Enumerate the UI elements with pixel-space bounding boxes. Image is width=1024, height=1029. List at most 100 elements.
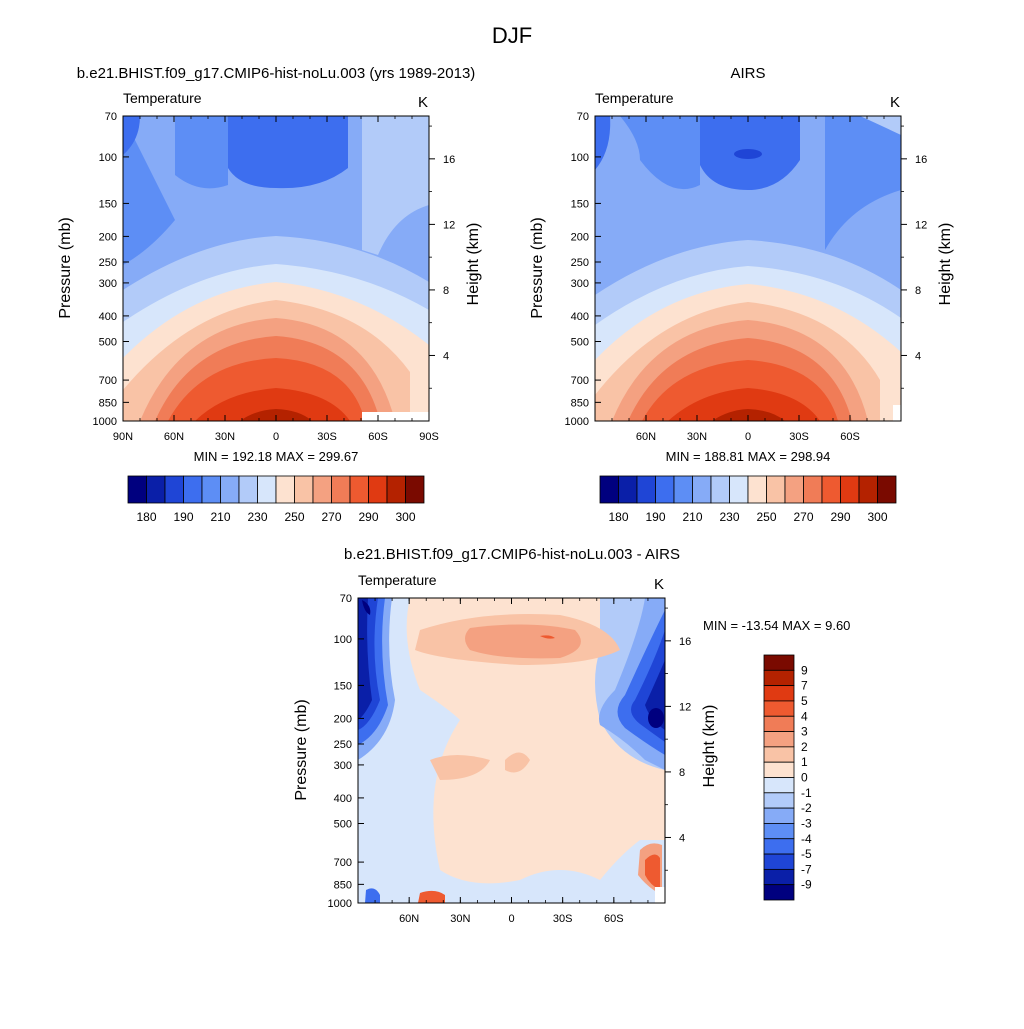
panel-diff-colorbar-label: -9 bbox=[801, 878, 812, 892]
panel-model-y-tick-label: 100 bbox=[99, 152, 117, 164]
panel-model-x-tick-label: 30N bbox=[215, 431, 235, 443]
panel-airs-colorbar-swatch bbox=[784, 475, 804, 504]
panel-diff-colorbar-label: -7 bbox=[801, 862, 812, 876]
panel-model-colorbar: 180 190 210 230 250 270 290 300 bbox=[127, 475, 425, 524]
panel-diff-y-tick-label: 70 bbox=[340, 593, 352, 605]
panel-model-y2-tick-label: 16 bbox=[443, 154, 455, 166]
panel-diff-colorbar-label: -5 bbox=[801, 847, 812, 861]
panel-diff-colorbar-label: 5 bbox=[801, 694, 808, 708]
panel-diff-colorbar-swatch bbox=[763, 853, 795, 870]
panel-model-min-max: MIN = 192.18 MAX = 299.67 bbox=[194, 449, 359, 464]
panel-airs-colorbar-swatch bbox=[877, 475, 897, 504]
panel-model-y2-tick-label: 4 bbox=[443, 350, 449, 362]
panel-airs-y-tick-label: 200 bbox=[571, 231, 589, 243]
panel-model-x-tick-label: 30S bbox=[317, 431, 337, 443]
panel-airs-min-max: MIN = 188.81 MAX = 298.94 bbox=[666, 449, 831, 464]
panel-airs-colorbar-label: 190 bbox=[645, 510, 665, 524]
panel-airs-x-tick-label: 60S bbox=[840, 431, 860, 443]
panel-model-colorbar-swatch bbox=[331, 475, 351, 504]
panel-model-y-axis-label: Pressure (mb) bbox=[57, 217, 74, 318]
panel-airs-y-tick-label: 400 bbox=[571, 311, 589, 323]
panel-airs-y2-tick-label: 12 bbox=[915, 219, 927, 231]
panel-diff-colorbar-swatch bbox=[763, 669, 795, 687]
panel-model-colorbar-label: 290 bbox=[358, 510, 378, 524]
panel-airs-y-tick-label: 850 bbox=[571, 397, 589, 409]
panel-airs-x-tick-label: 30N bbox=[687, 431, 707, 443]
panel-airs-colorbar-swatch bbox=[636, 475, 656, 504]
panel-model-colorbar-label: 300 bbox=[395, 510, 415, 524]
panel-diff-colorbar-swatch bbox=[763, 777, 795, 794]
panel-airs-colorbar-swatch bbox=[673, 475, 693, 504]
panel-model-axes: 90N 60N 30N 0 30S 60S 90S 70 100 150 200 250 300 400 5… bbox=[93, 111, 456, 443]
panel-diff-variable-label: Temperature bbox=[358, 572, 437, 588]
panel-airs-colorbar-swatch bbox=[692, 475, 712, 504]
panel-diff-y2-tick-label: 8 bbox=[679, 767, 685, 779]
panel-model-colorbar-label: 250 bbox=[284, 510, 304, 524]
panel-diff-colorbar-label: -4 bbox=[801, 832, 812, 846]
panel-diff-y2-tick-label: 16 bbox=[679, 636, 691, 648]
panel-model-y-tick-label: 1000 bbox=[93, 416, 117, 428]
panel-airs-variable-label: Temperature bbox=[595, 90, 674, 106]
panel-diff-colorbar-label: 3 bbox=[801, 725, 808, 739]
panel-model-colorbar-swatch bbox=[164, 475, 184, 504]
panel-diff-colorbar-swatch bbox=[763, 838, 795, 855]
panel-model-y-tick-label: 150 bbox=[99, 198, 117, 210]
panel-model-y-tick-label: 200 bbox=[99, 231, 117, 243]
panel-airs-y2-tick-label: 8 bbox=[915, 285, 921, 297]
panel-diff-title: b.e21.BHIST.f09_g17.CMIP6-hist-noLu.003 … bbox=[344, 546, 680, 563]
panel-diff-y-tick-label: 1000 bbox=[328, 898, 352, 910]
panel-diff-min-max: MIN = -13.54 MAX = 9.60 bbox=[703, 618, 850, 633]
panel-airs-colorbar-label: 230 bbox=[719, 510, 739, 524]
panel-model-x-tick-label: 90N bbox=[113, 431, 133, 443]
panel-model-colorbar-label: 270 bbox=[321, 510, 341, 524]
panel-diff-colorbar-label: 4 bbox=[801, 709, 808, 723]
panel-model-colorbar-swatch bbox=[405, 475, 425, 504]
panel-airs-colorbar-swatch bbox=[747, 475, 767, 504]
panel-airs-colorbar-swatch bbox=[821, 475, 841, 504]
panel-airs-y-tick-label: 500 bbox=[571, 337, 589, 349]
panel-diff-colorbar-label: 1 bbox=[801, 755, 808, 769]
panel-airs-y2-tick-label: 4 bbox=[915, 350, 921, 362]
panel-model-colorbar-label: 180 bbox=[136, 510, 156, 524]
panel-airs-colorbar-swatch bbox=[729, 475, 749, 504]
panel-diff-y-tick-label: 200 bbox=[334, 713, 352, 725]
panel-airs-x-tick-label: 30S bbox=[789, 431, 809, 443]
panel-diff-x-tick-label: 30N bbox=[450, 913, 470, 925]
panel-model-title: b.e21.BHIST.f09_g17.CMIP6-hist-noLu.003 … bbox=[77, 65, 476, 82]
panel-diff-y-tick-label: 500 bbox=[334, 819, 352, 831]
panel-model-colorbar-swatch bbox=[146, 475, 166, 504]
panel-airs-colorbar-swatch bbox=[840, 475, 860, 504]
panel-model-units-label: K bbox=[418, 94, 428, 111]
panel-model-y2-tick-label: 12 bbox=[443, 219, 455, 231]
panel-airs-y-tick-label: 150 bbox=[571, 198, 589, 210]
panel-airs-units-label: K bbox=[890, 94, 900, 111]
panel-airs-colorbar-swatch bbox=[599, 475, 619, 504]
panel-airs: AIRS Temperature K bbox=[529, 65, 954, 524]
panel-model-x-tick-label: 60S bbox=[368, 431, 388, 443]
panel-diff-colorbar-swatch bbox=[763, 654, 795, 671]
panel-diff-colorbar-label: 7 bbox=[801, 679, 808, 693]
panel-diff-y-tick-label: 850 bbox=[334, 879, 352, 891]
panel-model-colorbar-swatch bbox=[368, 475, 388, 504]
panel-diff-units-label: K bbox=[654, 576, 664, 593]
panel-airs-contours bbox=[595, 116, 901, 421]
panel-model-contours bbox=[123, 116, 429, 421]
panel-diff-colorbar-swatch bbox=[763, 746, 795, 763]
panel-model-colorbar-swatch bbox=[386, 475, 406, 504]
panel-airs-colorbar-label: 270 bbox=[793, 510, 813, 524]
panel-diff-y-tick-label: 300 bbox=[334, 760, 352, 772]
figure-title: DJF bbox=[492, 23, 532, 48]
panel-diff-colorbar-swatch bbox=[763, 884, 795, 901]
panel-model-colorbar-label: 210 bbox=[210, 510, 230, 524]
panel-diff-x-tick-label: 60S bbox=[604, 913, 624, 925]
panel-airs-colorbar: 180 190 210 230 250 270 290 300 bbox=[599, 475, 897, 524]
panel-diff-axes: 60N 30N 0 30S 60S 70 100 150 200 250 300 400 500 700 8… bbox=[328, 593, 692, 925]
panel-model-colorbar-swatch bbox=[183, 475, 203, 504]
panel-airs-y-tick-label: 700 bbox=[571, 375, 589, 387]
panel-model-y-tick-label: 700 bbox=[99, 375, 117, 387]
panel-model-colorbar-swatch bbox=[312, 475, 332, 504]
panel-model-colorbar-swatch bbox=[275, 475, 295, 504]
panel-airs-colorbar-label: 300 bbox=[867, 510, 887, 524]
panel-model: b.e21.BHIST.f09_g17.CMIP6-hist-noLu.003 … bbox=[57, 65, 482, 524]
